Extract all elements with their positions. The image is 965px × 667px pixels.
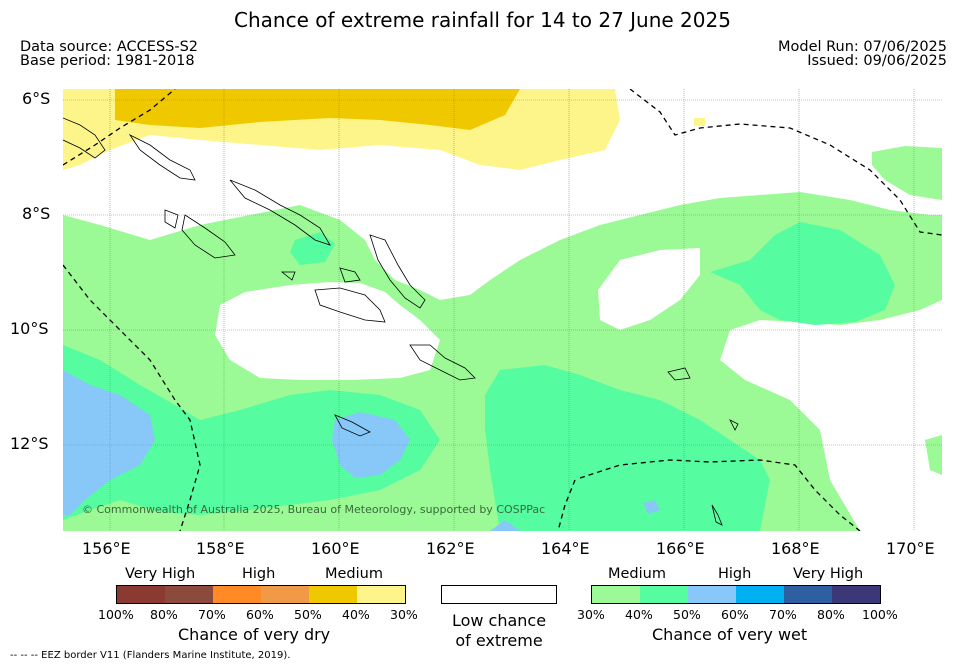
wet-swatch-80-100: [832, 586, 880, 603]
dry-tick-80: 80%: [150, 607, 178, 622]
dry-tick-40: 40%: [342, 607, 370, 622]
dry-head-high: High: [242, 566, 276, 582]
coastlines: [63, 117, 739, 526]
wet-region-40-50-south: [485, 365, 770, 531]
dry-swatch-70-60: [213, 586, 261, 603]
graticule: [63, 89, 942, 531]
wet-region-50-60-west: [63, 370, 155, 515]
dry-tick-70: 70%: [198, 607, 226, 622]
lat-label-6s: 6°S: [22, 89, 51, 108]
lon-label-166e: 166°E: [656, 539, 705, 558]
dry-head-medium: Medium: [325, 566, 383, 582]
dry-tick-30: 30%: [390, 607, 418, 622]
dry-swatch-40-30: [357, 586, 405, 603]
eez-footnote: -- -- -- EEZ border V11 (Flanders Marine…: [10, 650, 291, 661]
copyright-note: © Commonwealth of Australia 2025, Bureau…: [82, 503, 546, 516]
wet-tick-70: 70%: [769, 607, 797, 622]
wet-region-40-50-east: [710, 222, 895, 325]
eez-borders: [63, 89, 942, 531]
run-info: Model Run: 07/06/2025 Issued: 09/06/2025: [777, 39, 947, 69]
lon-label-158e: 158°E: [196, 539, 245, 558]
low-chance-right: [598, 248, 700, 330]
dry-tick-60: 60%: [246, 607, 274, 622]
low-chance-hole: [215, 282, 440, 380]
dry-swatch-100-80: [117, 586, 165, 603]
wet-region-small: [290, 232, 335, 265]
wet-region-50-60-dot: [643, 500, 660, 514]
lon-label-168e: 168°E: [771, 539, 820, 558]
wet-tick-50: 50%: [673, 607, 701, 622]
wet-swatch-30-40: [592, 586, 640, 603]
dry-tick-100: 100%: [98, 607, 134, 622]
wet-tick-100: 100%: [862, 607, 898, 622]
wet-swatch-50-60: [688, 586, 736, 603]
wet-swatch-60-70: [736, 586, 784, 603]
dry-colorbar: [116, 585, 406, 604]
wet-legend-title: Chance of very wet: [652, 625, 808, 644]
data-source-text: Data source: ACCESS-S2: [20, 39, 199, 55]
dry-region-medium: [115, 89, 520, 130]
wet-swatch-70-80: [784, 586, 832, 603]
low-chance-line2: of extreme: [455, 631, 543, 650]
lon-label-160e: 160°E: [311, 539, 360, 558]
wet-swatch-40-50: [640, 586, 688, 603]
low-chance-line1: Low chance: [451, 611, 547, 630]
lon-label-156e: 156°E: [82, 539, 131, 558]
wet-tick-80: 80%: [817, 607, 845, 622]
lon-label-164e: 164°E: [541, 539, 590, 558]
model-run-text: Model Run: 07/06/2025: [777, 39, 947, 55]
map-layers: [63, 89, 942, 531]
dry-region-small: [694, 118, 705, 126]
wet-head-very-high: Very High: [793, 566, 864, 582]
dry-swatch-60-50: [261, 586, 309, 603]
dry-tick-50: 50%: [294, 607, 322, 622]
lon-label-170e: 170°E: [886, 539, 935, 558]
wet-colorbar: [591, 585, 881, 604]
source-info: Data source: ACCESS-S2 Base period: 1981…: [20, 39, 199, 69]
lat-label-8s: 8°S: [22, 204, 51, 223]
dry-head-very-high: Very High: [125, 566, 196, 582]
low-chance-label: Low chance of extreme: [441, 611, 557, 651]
wet-tick-60: 60%: [721, 607, 749, 622]
lat-label-10s: 10°S: [10, 319, 49, 338]
wet-tick-40: 40%: [625, 607, 653, 622]
map-title: Chance of extreme rainfall for 14 to 27 …: [234, 8, 731, 32]
low-chance-swatch: [441, 585, 557, 604]
wet-region-40-50-west: [63, 345, 440, 520]
lat-label-12s: 12°S: [10, 434, 49, 453]
wet-head-high: High: [718, 566, 752, 582]
lon-label-162e: 162°E: [426, 539, 475, 558]
wet-head-medium: Medium: [608, 566, 666, 582]
wet-region-50-60-south: [490, 520, 520, 531]
issued-text: Issued: 09/06/2025: [807, 53, 947, 69]
dry-swatch-80-70: [165, 586, 213, 603]
wet-region-30-40-northeast: [872, 146, 942, 200]
base-period-text: Base period: 1981-2018: [20, 53, 195, 69]
wet-tick-30: 30%: [577, 607, 605, 622]
dry-legend-title: Chance of very dry: [178, 625, 331, 644]
dry-swatch-50-40: [309, 586, 357, 603]
